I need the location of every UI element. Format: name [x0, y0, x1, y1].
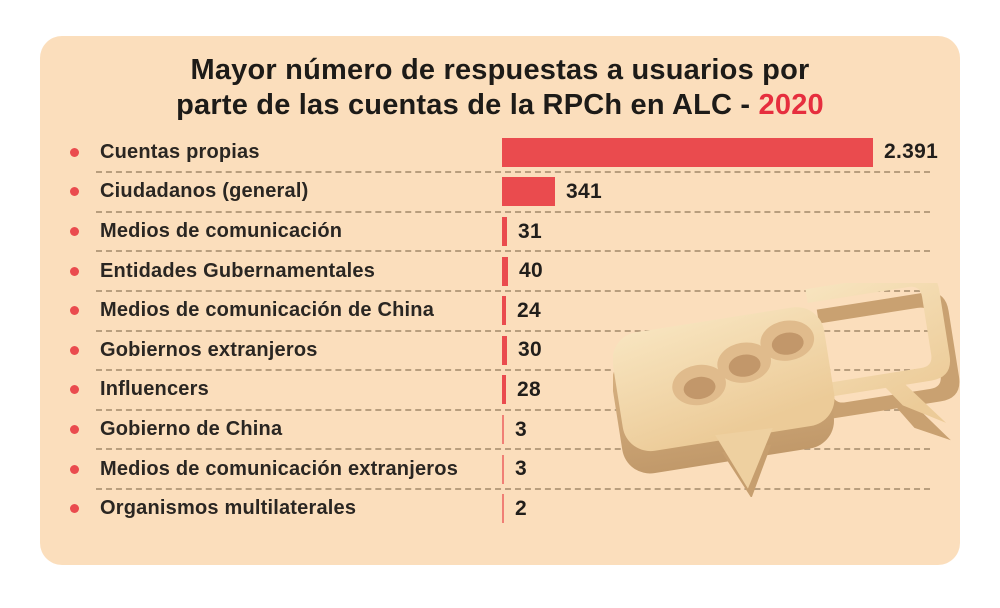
chart-row-wrap: Ciudadanos (general) 341: [40, 173, 960, 213]
category-label: Influencers: [100, 378, 209, 401]
reply-bubble-shape: [796, 283, 960, 441]
bar: [502, 137, 873, 167]
bullet-icon: [70, 504, 79, 514]
chart-row-wrap: Medios de comunicación extranjeros 3: [40, 450, 960, 490]
bar-zone: 24: [502, 296, 960, 326]
chat-bubbles-3d-illustration: [613, 283, 960, 497]
bar-zone: 2.391: [502, 137, 960, 167]
row-divider: [96, 369, 930, 372]
bar: [502, 335, 507, 365]
value-label: 3: [515, 457, 527, 481]
category-label: Ciudadanos (general): [100, 180, 309, 203]
chart-row: Organismos multilaterales 2: [40, 490, 960, 528]
bar-zone: 31: [502, 217, 960, 247]
category-label: Organismos multilaterales: [100, 497, 357, 520]
row-divider: [96, 487, 930, 490]
value-label: 31: [518, 219, 542, 243]
bar-zone: 28: [502, 375, 960, 405]
category-label: Gobierno de China: [100, 418, 283, 441]
row-divider: [96, 250, 930, 253]
chart-row: Gobiernos extranjeros 30: [40, 332, 960, 370]
bullet-icon: [70, 147, 79, 157]
chart-row-wrap: Organismos multilaterales 2: [40, 490, 960, 528]
bar-zone: 3: [502, 454, 960, 484]
bar-zone: 30: [502, 335, 960, 365]
value-label: 28: [517, 377, 541, 401]
bar: [502, 415, 504, 445]
bullet-icon: [70, 306, 79, 316]
value-label: 2: [515, 496, 527, 520]
bar: [502, 256, 508, 286]
chart-row-wrap: Medios de comunicación 31: [40, 213, 960, 253]
bar: [502, 454, 504, 484]
chart-row: Entidades Gubernamentales 40: [40, 252, 960, 290]
bar-zone: 341: [502, 177, 960, 207]
bar: [502, 375, 506, 405]
chart-row: Cuentas propias 2.391: [40, 134, 960, 172]
row-divider: [96, 329, 930, 332]
chart-row: Medios de comunicación extranjeros 3: [40, 450, 960, 488]
row-divider: [96, 210, 930, 213]
bullet-icon: [70, 187, 79, 197]
category-label: Entidades Gubernamentales: [100, 259, 376, 282]
value-label: 3: [515, 417, 527, 441]
category-label: Medios de comunicación extranjeros: [100, 457, 459, 480]
value-label: 30: [518, 338, 542, 362]
row-divider: [96, 448, 930, 451]
bullet-icon: [70, 464, 79, 474]
bar-zone: 2: [502, 494, 960, 524]
bullet-icon: [70, 425, 79, 435]
chart-row-wrap: Cuentas propias 2.391: [40, 134, 960, 174]
bar: [502, 177, 555, 207]
bar: [502, 494, 504, 524]
typing-bubble-shape: [613, 307, 835, 497]
category-label: Gobiernos extranjeros: [100, 338, 318, 361]
chart-row-wrap: Gobierno de China 3: [40, 411, 960, 451]
value-label: 341: [566, 179, 602, 203]
category-label: Medios de comunicación: [100, 220, 343, 243]
bar-zone: 40: [502, 256, 960, 286]
title-line1: Mayor número de respuestas a usuarios po…: [190, 54, 810, 86]
title-year: 2020: [758, 88, 824, 121]
chart-row: Gobierno de China 3: [40, 411, 960, 449]
bar-zone: 3: [502, 415, 960, 445]
title-line2: parte de las cuentas de la RPCh en ALC -: [176, 88, 759, 121]
bullet-icon: [70, 227, 79, 237]
category-label: Cuentas propias: [100, 140, 260, 163]
chart-row-wrap: Influencers 28: [40, 371, 960, 411]
chart-row-wrap: Entidades Gubernamentales 40: [40, 252, 960, 292]
typing-dots-icon: [672, 320, 815, 406]
bar: [502, 217, 507, 247]
chart-row: Influencers 28: [40, 371, 960, 409]
value-label: 40: [519, 259, 543, 283]
row-divider: [96, 289, 930, 292]
category-label: Medios de comunicación de China: [100, 299, 435, 322]
bullet-icon: [70, 385, 79, 395]
value-label: 24: [517, 298, 541, 322]
chart-row-wrap: Gobiernos extranjeros 30: [40, 332, 960, 372]
bar: [502, 296, 506, 326]
chart-row: Medios de comunicación 31: [40, 213, 960, 251]
bullet-icon: [70, 345, 79, 355]
bar-chart: Cuentas propias 2.391 Ciudadanos (genera…: [40, 134, 960, 528]
chart-row: Medios de comunicación de China 24: [40, 292, 960, 330]
value-label: 2.391: [884, 140, 939, 164]
chart-card: Mayor número de respuestas a usuarios po…: [40, 36, 960, 565]
chart-row-wrap: Medios de comunicación de China 24: [40, 292, 960, 332]
chart-row: Ciudadanos (general) 341: [40, 173, 960, 211]
row-divider: [96, 171, 930, 174]
chart-title: Mayor número de respuestas a usuarios po…: [40, 36, 960, 123]
row-divider: [96, 408, 930, 411]
bullet-icon: [70, 266, 79, 276]
